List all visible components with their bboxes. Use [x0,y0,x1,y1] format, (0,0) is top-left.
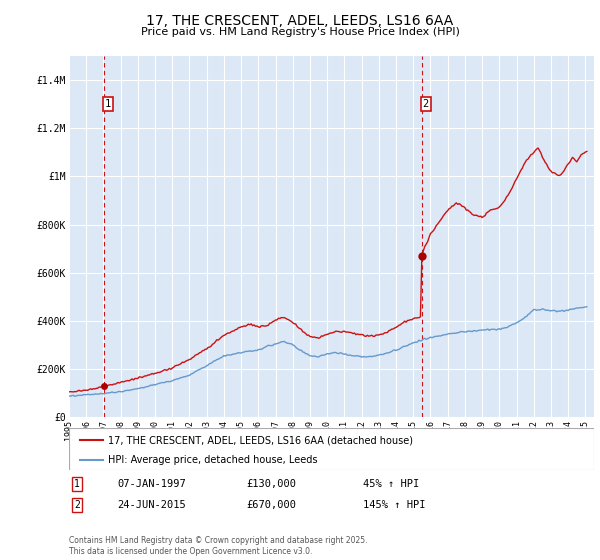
Text: Contains HM Land Registry data © Crown copyright and database right 2025.
This d: Contains HM Land Registry data © Crown c… [69,536,367,556]
Text: 17, THE CRESCENT, ADEL, LEEDS, LS16 6AA: 17, THE CRESCENT, ADEL, LEEDS, LS16 6AA [146,14,454,28]
Text: 1: 1 [105,99,112,109]
Text: Price paid vs. HM Land Registry's House Price Index (HPI): Price paid vs. HM Land Registry's House … [140,27,460,37]
Text: £670,000: £670,000 [246,500,296,510]
Text: 17, THE CRESCENT, ADEL, LEEDS, LS16 6AA (detached house): 17, THE CRESCENT, ADEL, LEEDS, LS16 6AA … [109,435,413,445]
Text: 145% ↑ HPI: 145% ↑ HPI [363,500,425,510]
Text: 1: 1 [74,479,80,489]
Text: £130,000: £130,000 [246,479,296,489]
Text: HPI: Average price, detached house, Leeds: HPI: Average price, detached house, Leed… [109,455,318,465]
Text: 45% ↑ HPI: 45% ↑ HPI [363,479,419,489]
Text: 07-JAN-1997: 07-JAN-1997 [117,479,186,489]
Text: 2: 2 [423,99,429,109]
Text: 2: 2 [74,500,80,510]
Text: 24-JUN-2015: 24-JUN-2015 [117,500,186,510]
